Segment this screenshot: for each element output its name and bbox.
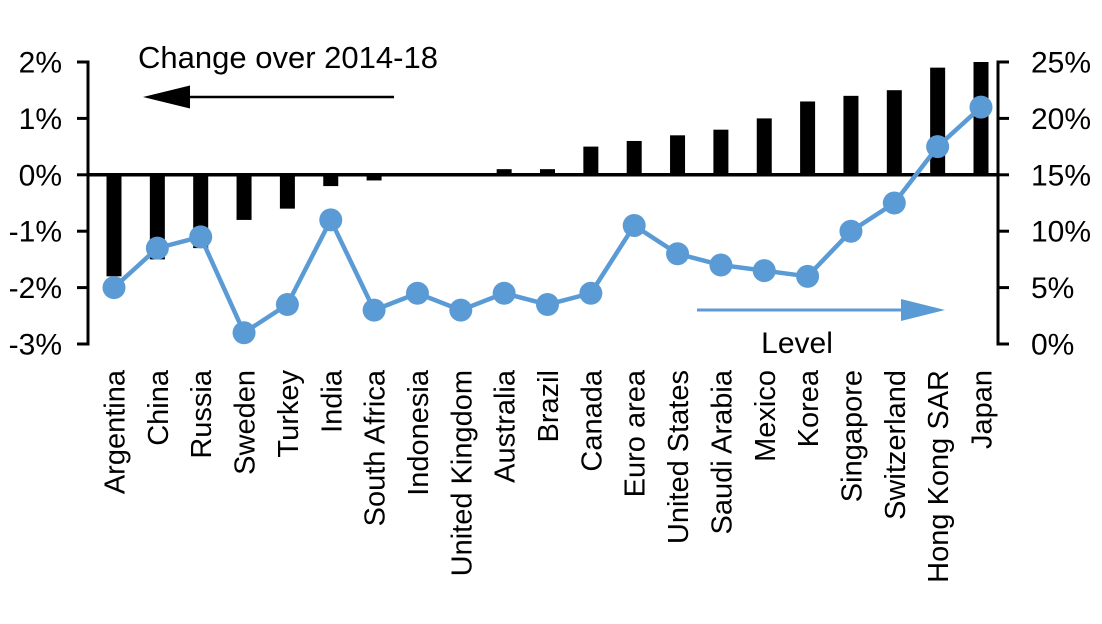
right-arrow-icon — [697, 299, 945, 321]
category-label: Euro area — [620, 369, 652, 497]
category-label: India — [316, 369, 348, 433]
category-label: Russia — [186, 369, 218, 459]
category-label: Japan — [967, 370, 999, 449]
left-axis-tick-label: 2% — [19, 47, 62, 80]
bar-singapore — [843, 95, 859, 175]
bar-saudi-arabia — [713, 129, 729, 175]
category-label: Singapore — [836, 370, 868, 502]
category-label: United States — [663, 370, 695, 544]
bar-korea — [800, 101, 816, 175]
category-label: Switzerland — [880, 370, 912, 520]
bar-united-states — [670, 135, 686, 175]
level-dot-indonesia — [405, 281, 429, 305]
category-label: Mexico — [750, 370, 782, 462]
right-axis-tick-label: 15% — [1031, 159, 1091, 192]
level-dot-brazil — [536, 293, 559, 317]
category-label: Hong Kong SAR — [923, 370, 955, 583]
right-axis-tick-label: 25% — [1031, 47, 1091, 80]
bar-australia — [496, 169, 512, 175]
level-dot-singapore — [839, 219, 863, 243]
level-dot-hong-kong-sar — [926, 135, 950, 159]
bar-canada — [583, 146, 599, 175]
category-label: Australia — [490, 369, 522, 483]
level-dot-euro-area — [622, 214, 646, 238]
level-dot-mexico — [752, 259, 776, 283]
level-dot-australia — [492, 281, 516, 305]
bars-series — [106, 62, 989, 277]
level-dot-china — [145, 236, 169, 260]
category-label: China — [143, 369, 175, 446]
right-axis-tick-label: 10% — [1031, 216, 1091, 249]
bar-turkey — [279, 174, 295, 209]
category-label: Turkey — [273, 370, 305, 458]
category-label: Sweden — [230, 370, 262, 475]
right-axis-tick-label: 20% — [1031, 103, 1091, 136]
level-dot-russia — [189, 225, 213, 249]
level-dot-sweden — [232, 321, 256, 345]
bar-euro-area — [626, 140, 642, 175]
category-label: Saudi Arabia — [706, 369, 738, 534]
bar-mexico — [756, 118, 772, 175]
category-label: Brazil — [533, 370, 565, 443]
level-dot-korea — [796, 264, 820, 288]
level-dot-japan — [969, 95, 993, 119]
category-label: Indonesia — [403, 369, 435, 496]
right-axis-tick-label: 0% — [1031, 329, 1074, 362]
category-label: Canada — [576, 369, 608, 471]
level-dot-united-states — [666, 242, 690, 266]
line-series-label: Level — [761, 327, 833, 360]
category-label: United Kingdom — [446, 370, 478, 576]
bar-sweden — [236, 174, 252, 220]
left-axis-tick-label: -1% — [9, 216, 62, 249]
level-dot-india — [319, 208, 343, 232]
level-dot-canada — [579, 281, 603, 305]
level-dot-switzerland — [882, 191, 906, 215]
category-label: Argentina — [100, 369, 132, 494]
level-dot-south-africa — [362, 298, 386, 322]
level-dot-saudi-arabia — [709, 253, 733, 277]
bar-india — [323, 174, 339, 187]
left-axis-tick-label: 1% — [19, 103, 62, 136]
level-dot-united-kingdom — [449, 298, 473, 322]
bar-switzerland — [886, 90, 902, 175]
left-axis-tick-label: -3% — [9, 329, 62, 362]
bar-south-africa — [366, 174, 382, 181]
bar-hong-kong-sar — [930, 67, 946, 175]
level-dot-argentina — [102, 276, 126, 300]
level-dot-turkey — [275, 293, 299, 317]
bar-argentina — [106, 174, 122, 277]
left-axis-tick-label: 0% — [19, 159, 62, 192]
left-axis-tick-label: -2% — [9, 272, 62, 305]
right-axis-tick-label: 5% — [1031, 272, 1074, 305]
left-arrow-icon — [143, 85, 394, 109]
category-label: South Africa — [360, 369, 392, 526]
category-label: Korea — [793, 369, 825, 447]
bar-brazil — [540, 169, 555, 175]
bar-series-title: Change over 2014-18 — [138, 40, 438, 75]
